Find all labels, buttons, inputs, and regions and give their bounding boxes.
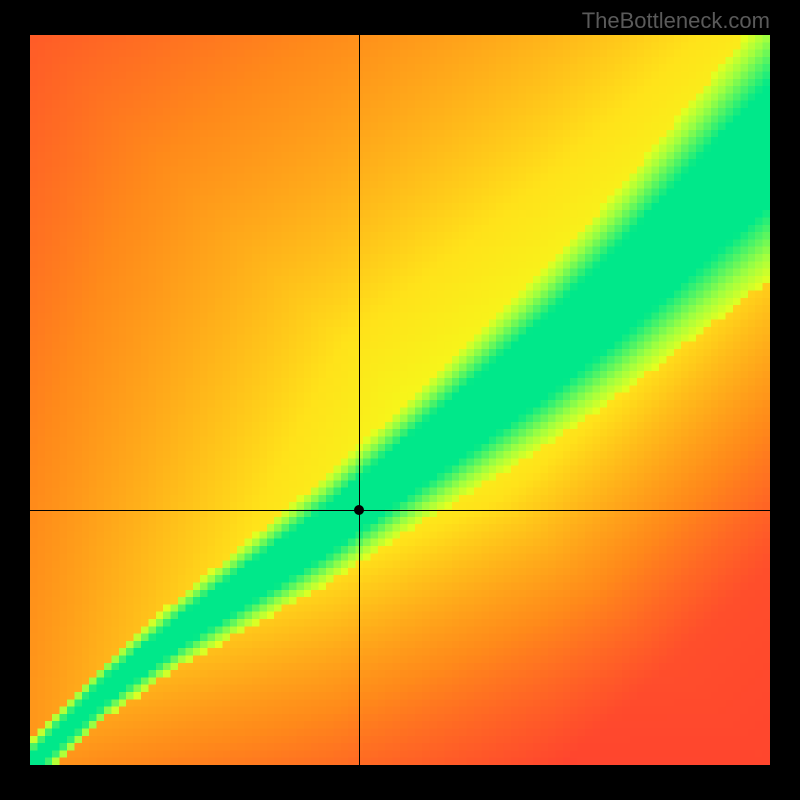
crosshair-horizontal bbox=[30, 510, 770, 511]
marker-dot bbox=[354, 505, 364, 515]
watermark: TheBottleneck.com bbox=[582, 8, 770, 34]
heatmap-canvas bbox=[30, 35, 770, 765]
crosshair-vertical bbox=[359, 35, 360, 765]
plot-area bbox=[30, 35, 770, 765]
